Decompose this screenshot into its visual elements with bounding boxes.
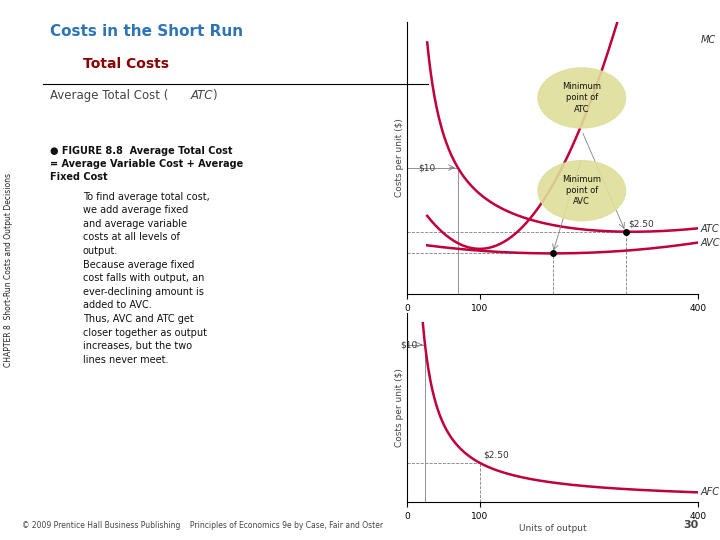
X-axis label: Units of output: Units of output (519, 524, 586, 532)
Ellipse shape (538, 161, 626, 221)
Text: ): ) (212, 89, 217, 102)
Text: ATC: ATC (701, 224, 719, 234)
Text: AFC: AFC (701, 487, 719, 497)
Text: $2.50: $2.50 (629, 219, 654, 228)
Text: $10: $10 (400, 340, 418, 349)
Text: Minimum
point of
ATC: Minimum point of ATC (562, 83, 601, 113)
Y-axis label: Costs per unit ($): Costs per unit ($) (395, 118, 404, 198)
Text: AVC: AVC (701, 238, 720, 248)
Text: $10: $10 (419, 163, 436, 172)
Text: Total Costs: Total Costs (83, 57, 168, 71)
Text: CHAPTER 8  Short-Run Costs and Output Decisions: CHAPTER 8 Short-Run Costs and Output Dec… (4, 173, 13, 367)
Text: Costs in the Short Run: Costs in the Short Run (50, 24, 243, 39)
Text: MC: MC (701, 35, 716, 45)
Y-axis label: Costs per unit ($): Costs per unit ($) (395, 368, 404, 447)
Text: © 2009 Prentice Hall Business Publishing    Principles of Economics 9e by Case, : © 2009 Prentice Hall Business Publishing… (22, 521, 383, 530)
Text: $2.50: $2.50 (483, 451, 509, 460)
Text: Minimum
point of
AVC: Minimum point of AVC (562, 175, 601, 206)
Text: To find average total cost,
we add average fixed
and average variable
costs at a: To find average total cost, we add avera… (83, 192, 210, 365)
Text: ● FIGURE 8.8  Average Total Cost
= Average Variable Cost + Average
Fixed Cost: ● FIGURE 8.8 Average Total Cost = Averag… (50, 146, 243, 182)
Text: 30: 30 (683, 520, 698, 530)
Ellipse shape (538, 68, 626, 128)
Text: ATC: ATC (191, 89, 213, 102)
Text: Average Total Cost (: Average Total Cost ( (50, 89, 168, 102)
